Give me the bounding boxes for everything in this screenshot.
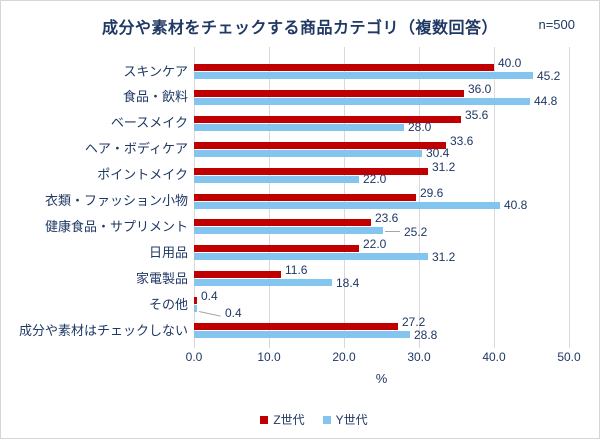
bar-z-6 (194, 219, 371, 227)
value-label-z-4: 31.2 (432, 159, 456, 174)
bar-z-4 (194, 167, 428, 175)
gridline-3 (419, 47, 420, 348)
plot-area: 40.0 45.2 36.0 44.8 35.6 28.0 33.6 30.4 31.2 22.0… (194, 47, 570, 348)
bar-y-3 (194, 149, 422, 157)
value-label-z-1: 36.0 (468, 81, 492, 96)
bar-z-2 (194, 115, 461, 123)
legend: Z世代 Y世代 (15, 411, 599, 428)
gridline-5 (569, 47, 570, 348)
value-label-z-7: 22.0 (363, 237, 387, 252)
bar-y-8 (194, 279, 332, 287)
legend-item-y: Y世代 (322, 411, 368, 428)
x-tick-label-4: 40.0 (482, 350, 506, 364)
bar-z-0 (194, 64, 494, 71)
value-label-z-8: 11.6 (285, 263, 308, 278)
value-label-z-0: 40.0 (498, 56, 522, 70)
bar-y-7 (194, 253, 428, 261)
bar-z-3 (194, 141, 446, 149)
bar-z-10 (194, 323, 398, 330)
category-label-0: スキンケア (123, 63, 188, 79)
legend-label-z: Z世代 (273, 413, 305, 427)
bar-y-0 (194, 72, 533, 79)
category-label-10: 成分や素材はチェックしない (18, 322, 188, 338)
category-label-4: ポイントメイク (97, 167, 188, 183)
x-tick-label-0: 0.0 (185, 350, 203, 364)
legend-label-y: Y世代 (335, 413, 368, 427)
sample-size-label: n=500 (538, 17, 575, 32)
legend-swatch-z-icon (260, 415, 269, 424)
bar-z-5 (194, 193, 416, 201)
category-label-2: ベースメイク (110, 115, 188, 131)
value-label-z-6: 23.6 (375, 211, 399, 226)
bar-z-1 (194, 89, 464, 97)
value-label-y-9: 0.4 (225, 305, 242, 320)
value-label-y-4: 22.0 (363, 172, 387, 187)
value-label-z-5: 29.6 (420, 185, 444, 200)
value-label-y-2: 28.0 (408, 120, 432, 135)
bar-z-8 (194, 271, 281, 279)
leader-line-y-9 (198, 310, 221, 317)
bar-y-2 (194, 123, 404, 131)
bar-y-5 (194, 201, 500, 209)
value-label-y-3: 30.4 (426, 146, 450, 161)
bar-y-10 (194, 331, 410, 338)
value-label-y-6: 25.2 (404, 224, 428, 239)
bar-z-9 (194, 297, 197, 305)
bar-y-1 (194, 97, 530, 105)
bar-y-6 (194, 227, 383, 235)
x-axis-title: % (375, 371, 388, 386)
value-label-z-9: 0.4 (201, 289, 218, 304)
bar-z-7 (194, 245, 359, 253)
value-label-z-2: 35.6 (465, 107, 489, 122)
x-tick-label-2: 20.0 (332, 350, 356, 364)
category-label-3: ヘア・ボディケア (84, 141, 188, 157)
gridline-4 (494, 47, 495, 348)
category-label-1: 食品・飲料 (122, 89, 188, 105)
legend-item-z: Z世代 (260, 411, 305, 428)
value-label-z-3: 33.6 (450, 133, 474, 148)
legend-swatch-y-icon (322, 415, 331, 424)
category-label-9: その他 (148, 296, 188, 312)
category-label-6: 健康食品・サプリメント (44, 218, 188, 234)
category-label-8: 家電製品 (135, 270, 188, 286)
category-label-7: 日用品 (148, 244, 188, 260)
value-label-y-8: 18.4 (336, 275, 360, 290)
bar-y-9 (194, 305, 197, 313)
value-label-z-10: 27.2 (402, 315, 426, 329)
value-label-y-7: 31.2 (432, 249, 456, 264)
x-tick-label-1: 10.0 (257, 350, 281, 364)
value-label-y-0: 45.2 (537, 68, 561, 83)
value-label-y-10: 28.8 (414, 327, 438, 342)
x-tick-label-3: 30.0 (407, 350, 431, 364)
x-tick-label-5: 50.0 (557, 350, 581, 364)
chart-title: 成分や素材をチェックする商品カテゴリ（複数回答） (101, 20, 498, 37)
value-label-y-1: 44.8 (534, 94, 558, 109)
bar-y-4 (194, 175, 359, 183)
category-label-5: 衣類・ファッション小物 (44, 193, 188, 208)
leader-line-y-6 (385, 231, 400, 233)
value-label-y-5: 40.8 (504, 198, 528, 212)
